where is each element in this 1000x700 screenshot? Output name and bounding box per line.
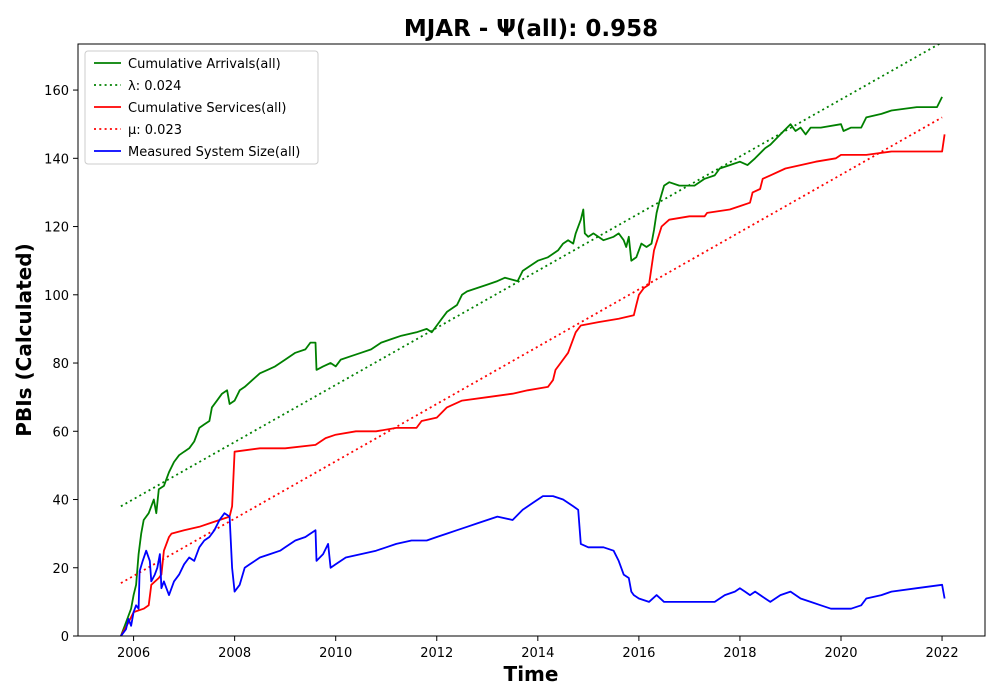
legend: Cumulative Arrivals(all) λ: 0.024 Cumulati…	[84, 50, 319, 165]
legend-label-4: Measured System Size(all)	[128, 145, 300, 160]
y-tick-label: 40	[52, 494, 69, 509]
series-line-2	[120, 134, 946, 636]
legend-box	[84, 50, 319, 165]
x-axis: 2006 2008 2010 2012 2014 2016 2018 2020 2022	[117, 636, 959, 661]
y-axis-label: PBIs (Calculated)	[12, 243, 36, 436]
x-tick-label: 2016	[622, 646, 655, 661]
x-tick-label: 2022	[926, 646, 959, 661]
y-tick-label: 80	[52, 357, 69, 372]
x-tick-label: 2018	[723, 646, 756, 661]
plot-frame	[77, 43, 986, 637]
y-axis: 0 20 40 60 80 100 120 140 160	[44, 84, 78, 645]
series-line-0	[120, 96, 943, 636]
x-tick-label: 2012	[420, 646, 453, 661]
legend-label-1: λ: 0.024	[128, 79, 181, 94]
x-tick-label: 2010	[319, 646, 352, 661]
series-line-4	[120, 495, 946, 636]
x-tick-label: 2008	[218, 646, 251, 661]
x-tick-label: 2014	[521, 646, 554, 661]
legend-label-0: Cumulative Arrivals(all)	[128, 57, 281, 72]
y-tick-label: 60	[52, 425, 69, 440]
x-tick-label: 2020	[824, 646, 857, 661]
y-tick-label: 20	[52, 562, 69, 577]
chart-title: MJAR - Ψ(all): 0.958	[404, 16, 658, 42]
y-tick-label: 160	[44, 84, 69, 99]
legend-label-3: μ: 0.023	[128, 123, 182, 138]
x-axis-label: Time	[504, 662, 559, 686]
x-tick-label: 2006	[117, 646, 150, 661]
y-tick-label: 140	[44, 152, 69, 167]
series-line-3	[120, 116, 943, 584]
y-tick-label: 100	[44, 289, 69, 304]
y-tick-label: 0	[61, 630, 69, 645]
series-line-1	[120, 44, 941, 508]
legend-label-2: Cumulative Services(all)	[128, 101, 286, 116]
y-tick-label: 120	[44, 221, 69, 236]
